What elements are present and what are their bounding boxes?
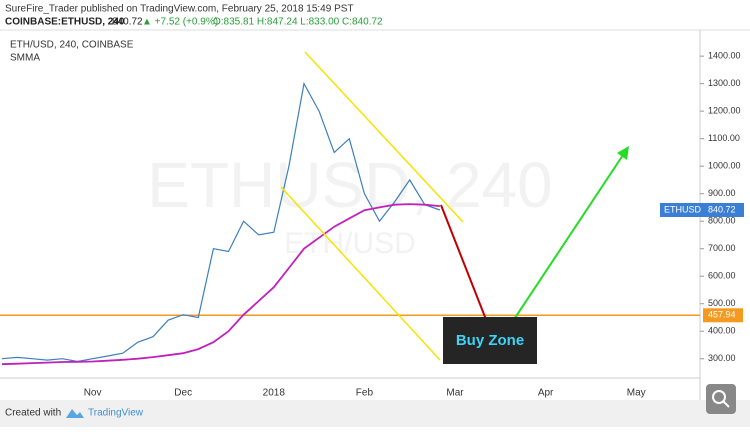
y-tick-label: 900.00 bbox=[708, 188, 736, 198]
x-tick-label: Dec bbox=[174, 388, 192, 399]
quote-ohlc: O:835.81 H:847.24 L:833.00 C:840.72 bbox=[213, 17, 383, 28]
watermark-sub: ETH/USD bbox=[284, 227, 416, 260]
buy-zone-label: Buy Zone bbox=[456, 332, 524, 349]
y-tick-label: 1400.00 bbox=[708, 51, 741, 61]
plot bbox=[0, 81, 700, 366]
zoom-icon bbox=[712, 390, 726, 404]
arrow-up-head bbox=[617, 146, 629, 160]
x-tick-label: Mar bbox=[446, 388, 464, 399]
x-tick-label: Nov bbox=[84, 388, 102, 399]
zoom-icon-handle bbox=[722, 400, 730, 408]
symbol-badge: ETHUSD bbox=[664, 204, 702, 214]
quote-symbol: COINBASE:ETHUSD, 240 bbox=[5, 17, 125, 28]
y-tick-label: 1300.00 bbox=[708, 78, 741, 88]
y-tick-label: 1200.00 bbox=[708, 106, 741, 116]
price-badge bbox=[660, 202, 744, 217]
pane-title: ETH/USD, 240, COINBASE bbox=[10, 40, 134, 51]
series-line bbox=[1, 203, 440, 366]
channel-lower bbox=[280, 186, 441, 361]
y-tick-label: 400.00 bbox=[708, 326, 736, 336]
footer-brand[interactable]: TradingView bbox=[88, 408, 144, 419]
footer-text: Created with bbox=[5, 408, 61, 419]
y-tick-label: 700.00 bbox=[708, 243, 736, 253]
drawings: Buy Zone bbox=[280, 51, 629, 364]
footer bbox=[0, 400, 750, 427]
quote-change: ▲ +7.52 (+0.9%) bbox=[142, 17, 218, 28]
y-tick-label: 800.00 bbox=[708, 216, 736, 226]
indicator-label: SMMA bbox=[10, 53, 40, 64]
logo bbox=[66, 409, 84, 418]
y-tick-label: 1000.00 bbox=[708, 161, 741, 171]
channel-upper bbox=[304, 51, 464, 223]
y-tick-label: 300.00 bbox=[708, 353, 736, 363]
x-tick-label: Feb bbox=[356, 388, 374, 399]
quote-price: 840.72 bbox=[112, 17, 143, 28]
price-badge-label: 840.72 bbox=[708, 204, 736, 214]
y-tick-label: 600.00 bbox=[708, 271, 736, 281]
y-tick-label: 500.00 bbox=[708, 298, 736, 308]
arrow-up bbox=[504, 154, 624, 334]
level-label: 457.94 bbox=[708, 310, 736, 320]
y-tick-label: 1100.00 bbox=[708, 133, 740, 143]
buy-zone-box bbox=[443, 317, 537, 364]
zoom-button[interactable] bbox=[706, 384, 736, 414]
arrow-down bbox=[440, 204, 488, 323]
level-badge bbox=[703, 308, 743, 323]
header: SureFire_Trader published on TradingView… bbox=[5, 4, 354, 15]
x-tick-label: May bbox=[627, 388, 646, 399]
x-tick-label: 2018 bbox=[263, 388, 286, 399]
watermark: ETHUSD, 240 bbox=[147, 149, 552, 221]
x-tick-label: Apr bbox=[538, 388, 554, 399]
